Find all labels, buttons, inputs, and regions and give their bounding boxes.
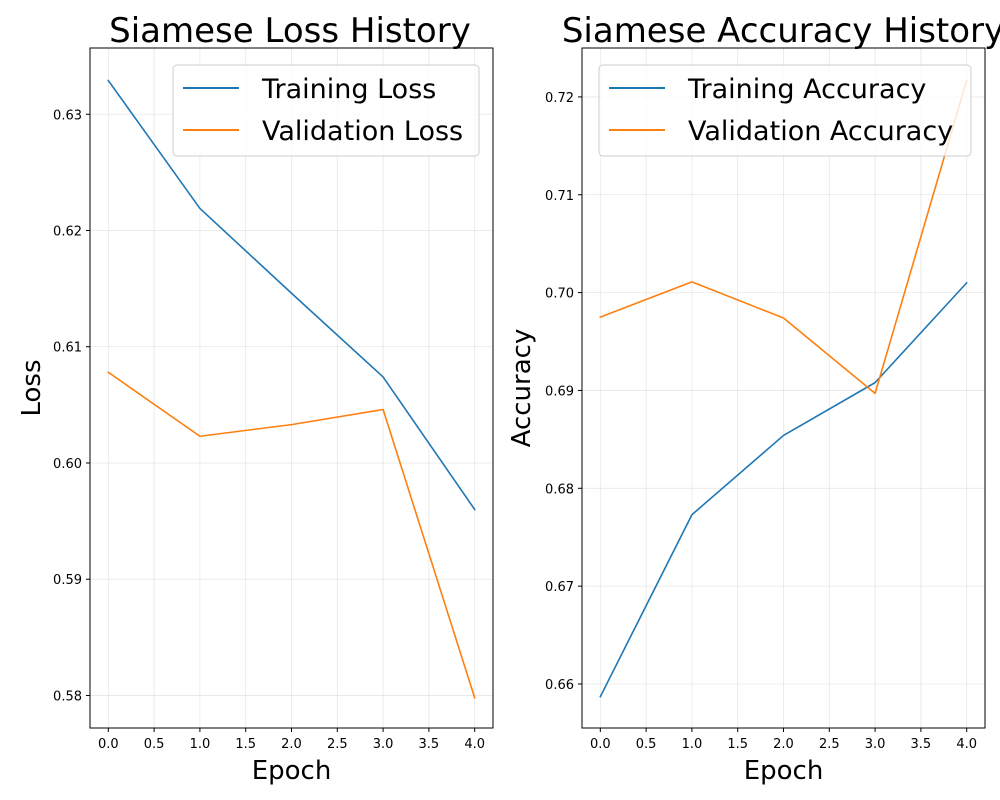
y-axis-label: Accuracy xyxy=(507,329,537,448)
x-tick-label: 3.5 xyxy=(419,737,440,752)
x-tick-label: 3.5 xyxy=(911,737,932,752)
x-tick-label: 1.5 xyxy=(235,737,256,752)
training-accuracy-line xyxy=(599,281,968,698)
x-tick-label: 2.0 xyxy=(773,737,794,752)
x-tick-label: 3.0 xyxy=(865,737,886,752)
legend-label: Training Accuracy xyxy=(687,74,926,105)
x-tick-label: 0.0 xyxy=(590,737,611,752)
x-axis-label: Epoch xyxy=(252,756,332,786)
x-tick-label: 4.0 xyxy=(956,737,977,752)
y-tick-label: 0.66 xyxy=(545,678,574,693)
y-tick-label: 0.69 xyxy=(545,384,574,399)
x-tick-label: 2.5 xyxy=(327,737,348,752)
accuracy-history-chart: 0.0 0.5 1.0 1.5 2.0 2.5 3.0 3.5 4.0 0.66 0.67 0.68 0… xyxy=(507,11,1000,786)
y-tick-label: 0.58 xyxy=(53,689,82,704)
y-tick-label: 0.61 xyxy=(53,341,82,356)
x-tick-label: 2.5 xyxy=(819,737,840,752)
chart-title: Siamese Loss History xyxy=(109,11,471,51)
y-axis-label: Loss xyxy=(17,359,47,416)
legend-label: Validation Loss xyxy=(262,116,463,147)
legend-label: Training Loss xyxy=(261,74,436,105)
loss-history-chart: 0.0 0.5 1.0 1.5 2.0 2.5 3.0 3.5 4.0 0.58 0.59 0.60 0… xyxy=(17,11,494,786)
x-tick-label: 4.0 xyxy=(464,737,485,752)
legend: Training Loss Validation Loss xyxy=(172,64,480,157)
x-tick-label: 0.5 xyxy=(144,737,165,752)
x-tick-label: 1.5 xyxy=(727,737,748,752)
chart-title: Siamese Accuracy History xyxy=(562,11,1000,51)
validation-loss-line xyxy=(107,371,476,699)
y-tick-label: 0.70 xyxy=(545,287,574,302)
y-tick-label: 0.62 xyxy=(53,224,82,239)
x-axis-label: Epoch xyxy=(744,756,824,786)
y-tick-label: 0.72 xyxy=(545,91,574,106)
training-loss-line xyxy=(107,79,476,511)
x-tick-label: 0.0 xyxy=(98,737,119,752)
x-tick-label: 2.0 xyxy=(281,737,302,752)
y-tick-label: 0.67 xyxy=(545,580,574,595)
legend: Training Accuracy Validation Accuracy xyxy=(598,64,972,157)
legend-frame xyxy=(598,64,972,157)
x-tick-label: 0.5 xyxy=(636,737,657,752)
y-tick-label: 0.71 xyxy=(545,189,574,204)
x-tick-label: 1.0 xyxy=(190,737,211,752)
validation-accuracy-line xyxy=(599,79,968,395)
x-tick-label: 1.0 xyxy=(682,737,703,752)
legend-label: Validation Accuracy xyxy=(688,116,953,147)
y-tick-label: 0.60 xyxy=(53,457,82,472)
y-tick-label: 0.63 xyxy=(53,108,82,123)
y-tick-label: 0.59 xyxy=(53,573,82,588)
legend-frame xyxy=(172,64,480,157)
x-tick-label: 3.0 xyxy=(373,737,394,752)
y-tick-label: 0.68 xyxy=(545,482,574,497)
